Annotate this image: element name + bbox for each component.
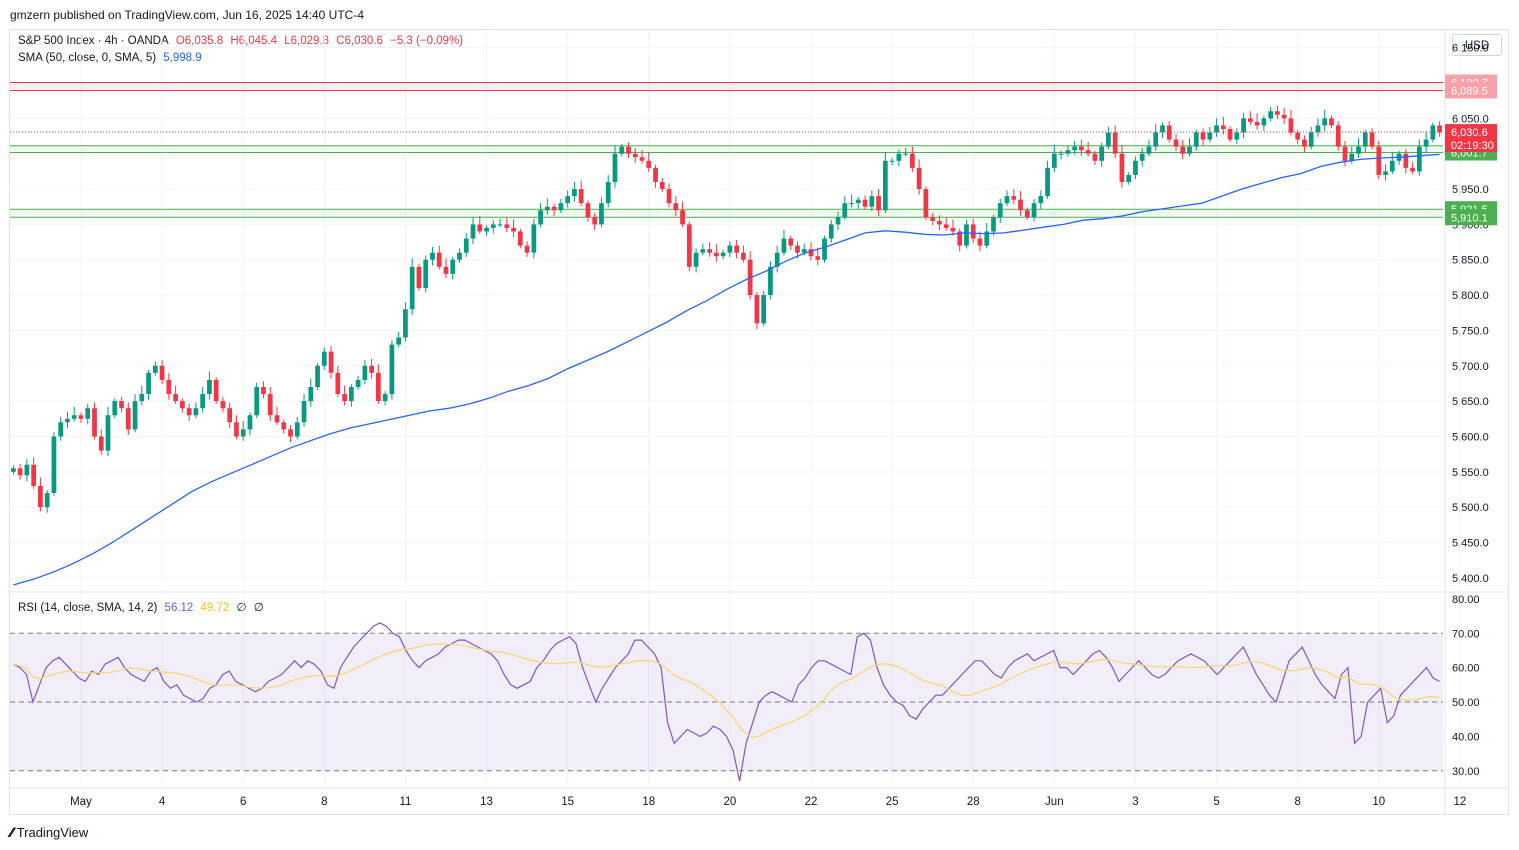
chart-frame	[9, 29, 1509, 815]
rsi-extra-2: ∅	[253, 602, 264, 614]
footer-brand[interactable]: ⁄⁄ TradingView	[10, 824, 88, 840]
rsi-ma-value: 49.72	[200, 602, 230, 614]
footer-brand-text: TradingView	[16, 824, 89, 840]
ohlc-change: −5.3 (−0.09%)	[390, 35, 464, 47]
ohlc-open: O6,035.8	[175, 35, 224, 47]
sma-value: 5,998.9	[163, 52, 202, 64]
symbol-name[interactable]: S&P 500 Index · 4h · OANDA	[18, 35, 169, 47]
tradingview-logo-icon: ⁄⁄	[10, 824, 14, 840]
rsi-value: 56.12	[164, 602, 194, 614]
ohlc-high: H6,045.4	[230, 35, 278, 47]
symbol-legend[interactable]: S&P 500 Index · 4h · OANDA O6,035.8 H6,0…	[18, 35, 467, 47]
currency-button[interactable]: USD	[1452, 34, 1502, 56]
rsi-extra-1: ∅	[236, 602, 247, 614]
ohlc-close: C6,030.6	[336, 35, 383, 47]
sma-label[interactable]: SMA (50, close, 0, SMA, 5)	[18, 52, 157, 64]
ohlc-low: L6,029.8	[284, 35, 330, 47]
rsi-legend[interactable]: RSI (14, close, SMA, 14, 2) 56.12 49.72 …	[18, 600, 268, 614]
sma-legend[interactable]: SMA (50, close, 0, SMA, 5) 5,998.9	[18, 52, 206, 64]
publisher-line: gmzern published on TradingView.com, Jun…	[10, 8, 364, 22]
rsi-label[interactable]: RSI (14, close, SMA, 14, 2)	[18, 602, 158, 614]
